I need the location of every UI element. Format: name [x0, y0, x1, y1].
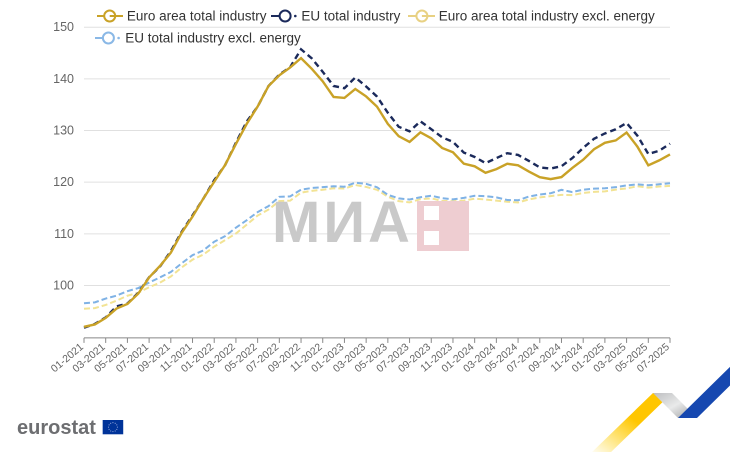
svg-text:150: 150 [53, 20, 74, 34]
svg-text:EU total industry: EU total industry [301, 9, 400, 24]
svg-text:Euro area total industry excl.: Euro area total industry excl. energy [439, 9, 655, 24]
svg-text:EU total industry excl. energy: EU total industry excl. energy [125, 31, 301, 46]
svg-text:130: 130 [53, 124, 74, 138]
svg-text:110: 110 [54, 227, 74, 241]
svg-text:100: 100 [53, 278, 74, 292]
svg-text:Euro area total industry: Euro area total industry [127, 9, 267, 24]
svg-text:140: 140 [53, 72, 74, 86]
svg-text:120: 120 [53, 175, 74, 189]
